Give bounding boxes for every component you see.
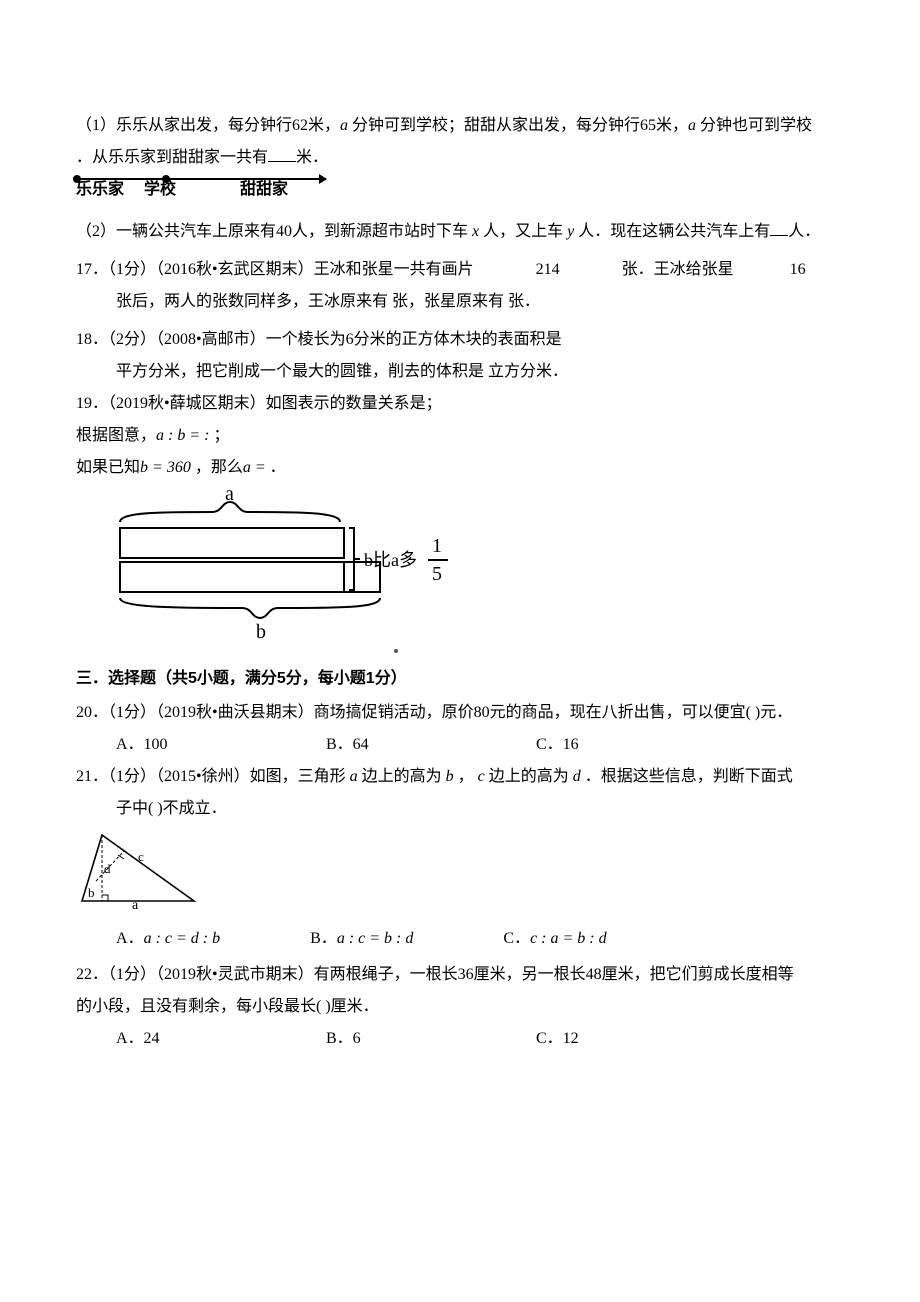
ab-b-label: b <box>256 621 266 643</box>
bus-dot-mid <box>162 175 170 183</box>
q20-text: 20．（1分）（2019秋•曲沃县期末）商场搞促销活动，原价80元的商品，现在八… <box>76 697 844 729</box>
frac-num: 1 <box>432 535 442 557</box>
q16-2-text4: 人． <box>788 223 820 240</box>
q22-B: B．6 <box>326 1023 426 1055</box>
q22-C: C．12 <box>536 1023 636 1055</box>
q16-2-text2: 人，又上车 <box>483 223 563 240</box>
frac-den: 5 <box>432 563 442 585</box>
q21-A: A．a : c = d : b <box>116 923 220 955</box>
q21-Ceq: c : a = b : d <box>530 930 607 947</box>
q21-A-label: A． <box>116 930 144 947</box>
q19-line2a: 根据图意， <box>76 427 156 444</box>
q20-C: C．16 <box>536 729 636 761</box>
section-3-title: 三．选择题（共5小题，满分5分，每小题1分） <box>76 663 844 695</box>
q19-line2b: ； <box>213 427 229 444</box>
q16-1-cont: ．从乐乐家到甜甜家一共有 米． <box>76 142 844 174</box>
q21-line2: 子中( )不成立． <box>76 793 844 825</box>
q21-line1a: 21．（1分）（2015•徐州）如图，三角形 <box>76 768 346 785</box>
q17-line1a: 17．（1分）（2016秋•玄武区期末）王冰和张星一共有画片 <box>76 261 474 278</box>
q16-1-text: （1）乐乐从家出发，每分钟行62米， <box>76 117 340 134</box>
q17-line1b: 张．王冰给张星 <box>622 261 734 278</box>
ab-rhs-text: b比a多 <box>364 550 417 570</box>
var-x: x <box>468 223 483 240</box>
var-a2: a <box>688 117 696 134</box>
q16-1-text5: 米． <box>296 149 328 166</box>
tri-a: a <box>132 898 139 911</box>
bus-labels: 乐乐家 学校 甜甜家 <box>76 182 336 198</box>
q21-line1b: 边上的高为 <box>362 768 442 785</box>
q18-line1: 18．（2分）（2008•高邮市）一个棱长为6分米的正方体木块的表面积是 <box>76 324 844 356</box>
q19-line1: 19．（2019秋•薛城区期末）如图表示的数量关系是； <box>76 388 844 420</box>
q19-line2: 根据图意，a : b = : ； <box>76 420 844 452</box>
q21-b: b <box>442 768 458 785</box>
q16-1-text2: 分钟可到学校；甜甜从家出发，每分钟行65米， <box>348 117 688 134</box>
q20-B: B．64 <box>326 729 426 761</box>
bus-arrow-right <box>319 174 327 184</box>
q21-a: a <box>346 768 362 785</box>
tri-d: d <box>104 861 111 876</box>
q19-line3a: 如果已知 <box>76 459 140 476</box>
q21-d: d <box>569 768 585 785</box>
bus-label-mid: 学校 <box>138 182 240 198</box>
bus-line <box>76 178 326 180</box>
ab-diagram: a b b比a多 1 5 <box>76 490 844 657</box>
q21-options: A．a : c = d : b B．a : c = b : d C．c : a … <box>76 923 844 955</box>
q21-C: C．c : a = b : d <box>503 923 606 955</box>
q22-line2: 的小段，且没有剩余，每小段最长( )厘米． <box>76 991 844 1023</box>
q19-line3: 如果已知b = 360 ，那么a = ． <box>76 452 844 484</box>
triangle-diagram: a b c d <box>76 829 844 923</box>
q16-2-text3: 人．现在这辆公共汽车上有 <box>578 223 770 240</box>
q20-options: A．100 B．64 C．16 <box>76 729 844 761</box>
triangle-svg: a b c d <box>76 829 206 911</box>
bus-diagram: 乐乐家 学校 甜甜家 <box>76 178 844 210</box>
dot-mark <box>394 649 398 653</box>
q21-line1d: 边上的高为 <box>489 768 569 785</box>
q16-2: （2）一辆公共汽车上原来有40人，到新源超市站时下车 x 人，又上车 y 人．现… <box>76 216 844 248</box>
bus-label-right: 甜甜家 <box>240 182 288 198</box>
q16-2-text1: （2）一辆公共汽车上原来有40人，到新源超市站时下车 <box>76 223 468 240</box>
blank <box>268 145 296 162</box>
q21-Beq: a : c = b : d <box>337 930 414 947</box>
blank <box>770 219 788 236</box>
q19-eq1: a : b = : <box>156 427 213 444</box>
bus-label-left: 乐乐家 <box>76 182 138 198</box>
tri-b: b <box>88 885 95 900</box>
q19-line3b: ，那么 <box>191 459 243 476</box>
q17-line2: 张后，两人的张数同样多，王冰原来有 张，张星原来有 张． <box>76 286 844 318</box>
q16-1-text4: ．从乐乐家到甜甜家一共有 <box>76 149 268 166</box>
var-y: y <box>563 223 578 240</box>
ab-a-label: a <box>225 490 234 505</box>
tri-c: c <box>138 849 144 864</box>
q16-1: （1）乐乐从家出发，每分钟行62米，a 分钟可到学校；甜甜从家出发，每分钟行65… <box>76 110 844 142</box>
q19-eq3: a = <box>243 459 266 476</box>
exam-page: （1）乐乐从家出发，每分钟行62米，a 分钟可到学校；甜甜从家出发，每分钟行65… <box>0 0 920 1302</box>
q22-line1: 22．（1分）（2019秋•灵武市期末）有两根绳子，一根长36厘米，另一根长48… <box>76 959 844 991</box>
q16-1-text3: 分钟也可到学校 <box>696 117 812 134</box>
q21-C-label: C． <box>503 930 530 947</box>
q21-c: c <box>474 768 489 785</box>
q18-line2: 平方分米，把它削成一个最大的圆锥，削去的体积是 立方分米． <box>76 356 844 388</box>
q17-n1: 214 <box>536 261 560 278</box>
q21-B-label: B． <box>310 930 337 947</box>
q21-line1c: ， <box>458 768 474 785</box>
var-a: a <box>340 117 348 134</box>
q21-line1e: ．根据这些信息，判断下面式 <box>585 768 793 785</box>
q21-B: B．a : c = b : d <box>310 923 413 955</box>
q21-Aeq: a : c = d : b <box>144 930 221 947</box>
q19-line3c: ． <box>266 459 286 476</box>
ab-diagram-svg: a b b比a多 1 5 <box>102 490 482 645</box>
q21-line1: 21．（1分）（2015•徐州）如图，三角形 a 边上的高为 b ， c 边上的… <box>76 761 844 793</box>
q22-A: A．24 <box>116 1023 216 1055</box>
q17: 17．（1分）（2016秋•玄武区期末）王冰和张星一共有画片 214 张．王冰给… <box>76 254 844 286</box>
q20-A: A．100 <box>116 729 216 761</box>
bus-dot-left <box>73 175 81 183</box>
q17-n2: 16 <box>790 261 806 278</box>
q19-eq2: b = 360 <box>140 459 191 476</box>
q22-options: A．24 B．6 C．12 <box>76 1023 844 1055</box>
